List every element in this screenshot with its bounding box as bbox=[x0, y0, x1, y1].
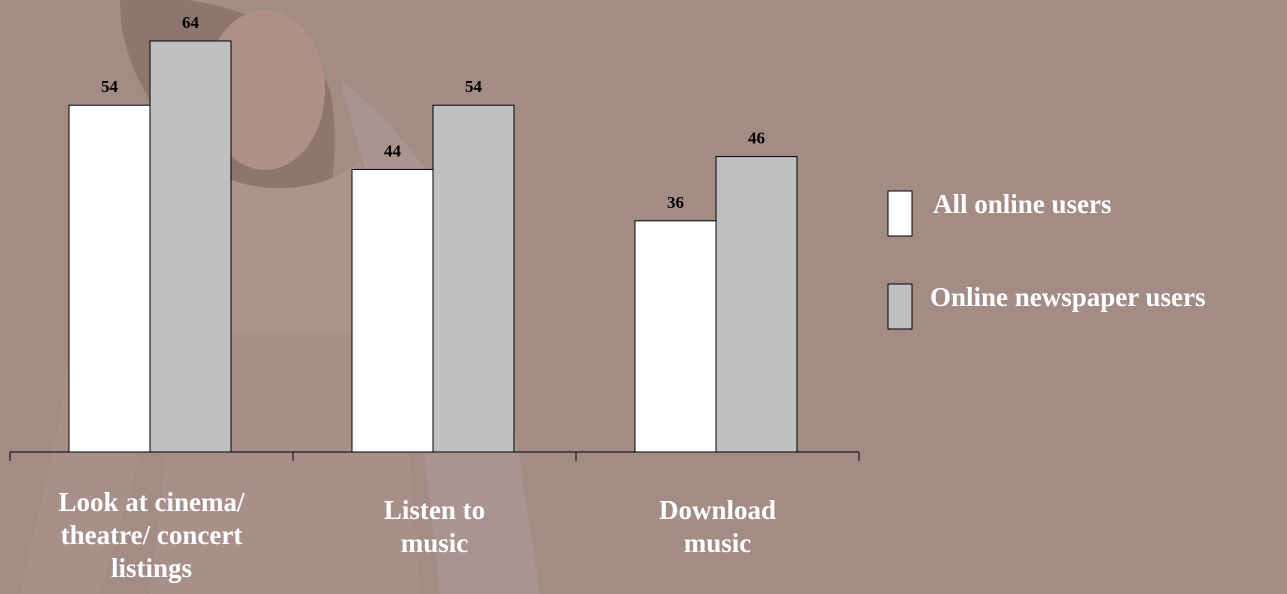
bar-all-online-users-2 bbox=[634, 220, 717, 453]
data-label: 54 bbox=[101, 77, 119, 96]
x-tick-label: Download music bbox=[659, 495, 776, 558]
bar-all-online-users-1 bbox=[351, 168, 434, 453]
legend-swatch bbox=[887, 190, 913, 237]
bar-online-newspaper-users-1 bbox=[432, 104, 515, 453]
data-label: 54 bbox=[465, 77, 483, 96]
bars-layer bbox=[68, 40, 798, 453]
data-label: 46 bbox=[748, 129, 765, 148]
category-labels-layer: Look at cinema/theatre/ concert listings L… bbox=[59, 487, 777, 583]
legend-entry-label: All online users bbox=[933, 189, 1112, 219]
legend-entry-label: Online newspaper users bbox=[930, 282, 1206, 312]
data-label: 64 bbox=[182, 13, 200, 32]
data-label: 36 bbox=[667, 193, 684, 212]
bar-all-online-users-0 bbox=[68, 104, 151, 453]
value-labels-layer: 54 44 36 64 54 46 bbox=[101, 13, 765, 212]
x-tick-label: Listen to music bbox=[384, 495, 485, 558]
bar-online-newspaper-users-2 bbox=[715, 156, 798, 453]
legend: All online users Online newspaper users bbox=[887, 189, 1206, 330]
data-label: 44 bbox=[384, 141, 402, 160]
axis-layer bbox=[9, 451, 860, 461]
legend-swatch bbox=[887, 283, 913, 330]
bar-online-newspaper-users-0 bbox=[149, 40, 232, 453]
x-tick-label: Look at cinema/theatre/ concert listings bbox=[59, 487, 245, 583]
